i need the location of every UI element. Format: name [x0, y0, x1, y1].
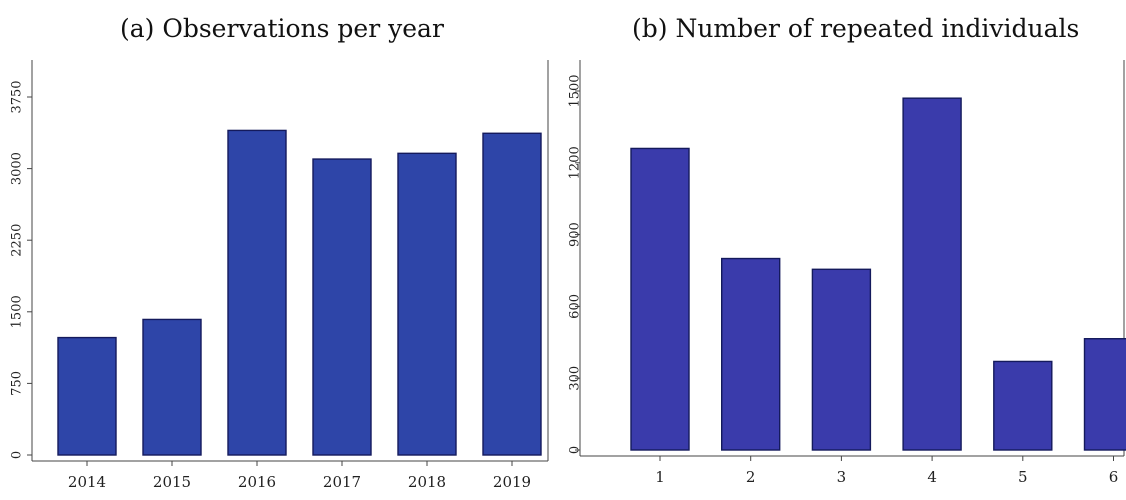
chart-b-ytick-label: 300 — [568, 366, 583, 391]
chart-b-bar — [1083, 338, 1126, 451]
chart-b-ytick-label: 900 — [568, 222, 583, 247]
chart-a-bar — [227, 129, 287, 456]
chart-a-xtick-label: 2014 — [68, 473, 106, 491]
chart-b-xtick-label: 2 — [746, 468, 756, 486]
chart-b-bar — [721, 257, 781, 451]
chart-b-xtick-label: 3 — [837, 468, 847, 486]
chart-a-ytick-label: 750 — [10, 371, 25, 396]
chart-b-ytick-label: 600 — [568, 294, 583, 319]
chart-a-ytick-label: 3750 — [10, 80, 25, 113]
chart-a-bar — [482, 132, 542, 456]
chart-a-xtick-label: 2019 — [493, 473, 531, 491]
chart-b-xtick-label: 5 — [1018, 468, 1028, 486]
chart-a-bar — [397, 152, 457, 456]
chart-a-bar — [57, 336, 117, 456]
chart-a-xtick-label: 2016 — [238, 473, 276, 491]
chart-b-title: (b) Number of repeated individuals — [632, 14, 1080, 43]
chart-a-ytick-label: 2250 — [10, 224, 25, 257]
chart-b-bar — [993, 360, 1053, 451]
chart-a-bar — [312, 158, 372, 456]
chart-a-title: (a) Observations per year — [120, 14, 444, 43]
chart-b-bar — [902, 97, 962, 451]
chart-b-xtick-label: 4 — [927, 468, 937, 486]
chart-b-ytick-label: 1500 — [568, 74, 583, 107]
chart-b-bar — [811, 268, 872, 451]
chart-a-xtick-label: 2015 — [153, 473, 191, 491]
chart-b-ytick-label: 0 — [568, 446, 583, 454]
chart-a-xtick-label: 2017 — [323, 473, 361, 491]
chart-b-bar — [630, 147, 690, 451]
chart-a-xtick-label: 2018 — [408, 473, 446, 491]
chart-a-ytick-label: 3000 — [10, 152, 25, 185]
chart-a-bar — [142, 318, 202, 456]
chart-a-ytick-label: 0 — [10, 451, 25, 459]
chart-b-xtick-label: 6 — [1109, 468, 1119, 486]
chart-b-ytick-label: 1200 — [568, 146, 583, 179]
chart-a-ytick-label: 1500 — [10, 295, 25, 328]
chart-b-xtick-label: 1 — [655, 468, 665, 486]
